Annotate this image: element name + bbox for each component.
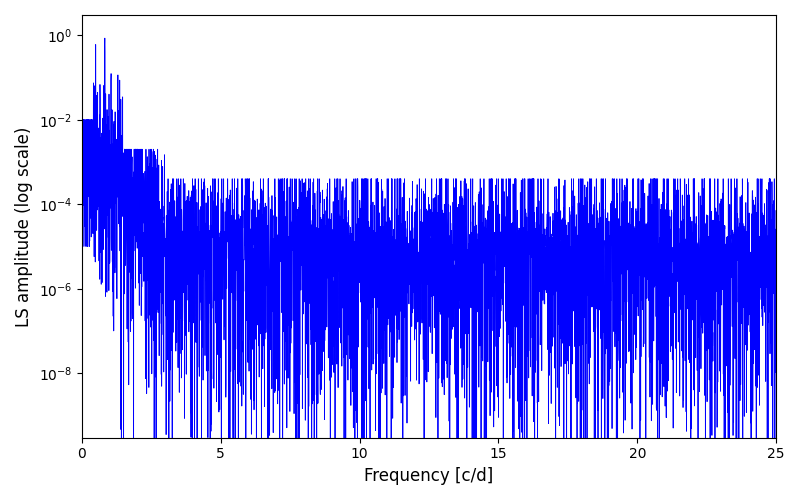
X-axis label: Frequency [c/d]: Frequency [c/d]: [364, 467, 494, 485]
Y-axis label: LS amplitude (log scale): LS amplitude (log scale): [15, 126, 33, 326]
